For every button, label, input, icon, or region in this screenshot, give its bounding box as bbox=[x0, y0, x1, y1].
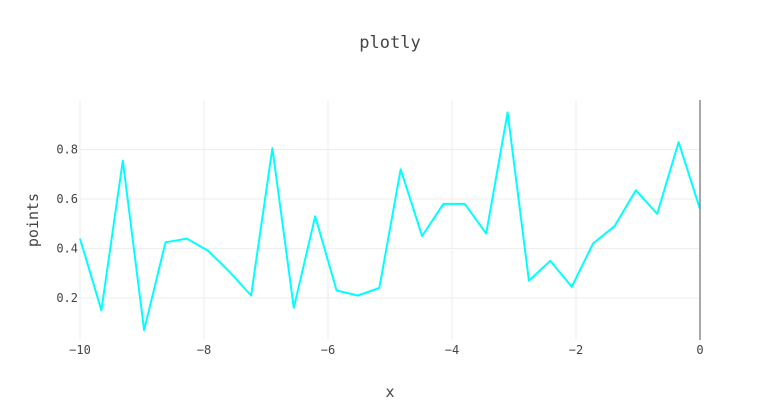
x-tick-label: −2 bbox=[569, 343, 583, 357]
x-tick-label: 0 bbox=[696, 343, 703, 357]
y-tick-label: 0.8 bbox=[56, 142, 78, 156]
grid bbox=[79, 100, 700, 340]
x-axis-label: x bbox=[385, 383, 395, 401]
y-axis-label: points bbox=[24, 192, 42, 248]
y-axis-ticks: 0.2 0.4 0.6 0.8 bbox=[56, 142, 78, 304]
x-tick-label: −6 bbox=[321, 343, 335, 357]
series-line-layer bbox=[79, 111, 701, 332]
x-tick-label: −8 bbox=[197, 343, 211, 357]
y-tick-label: 0.6 bbox=[56, 192, 78, 206]
y-tick-label: 0.2 bbox=[56, 291, 78, 305]
series-line bbox=[79, 111, 701, 332]
x-axis-ticks: −10 −8 −6 −4 −2 0 bbox=[69, 343, 703, 357]
y-tick-label: 0.4 bbox=[56, 241, 78, 255]
x-tick-label: −4 bbox=[445, 343, 459, 357]
x-tick-label: −10 bbox=[69, 343, 91, 357]
chart-title: plotly bbox=[359, 33, 421, 53]
